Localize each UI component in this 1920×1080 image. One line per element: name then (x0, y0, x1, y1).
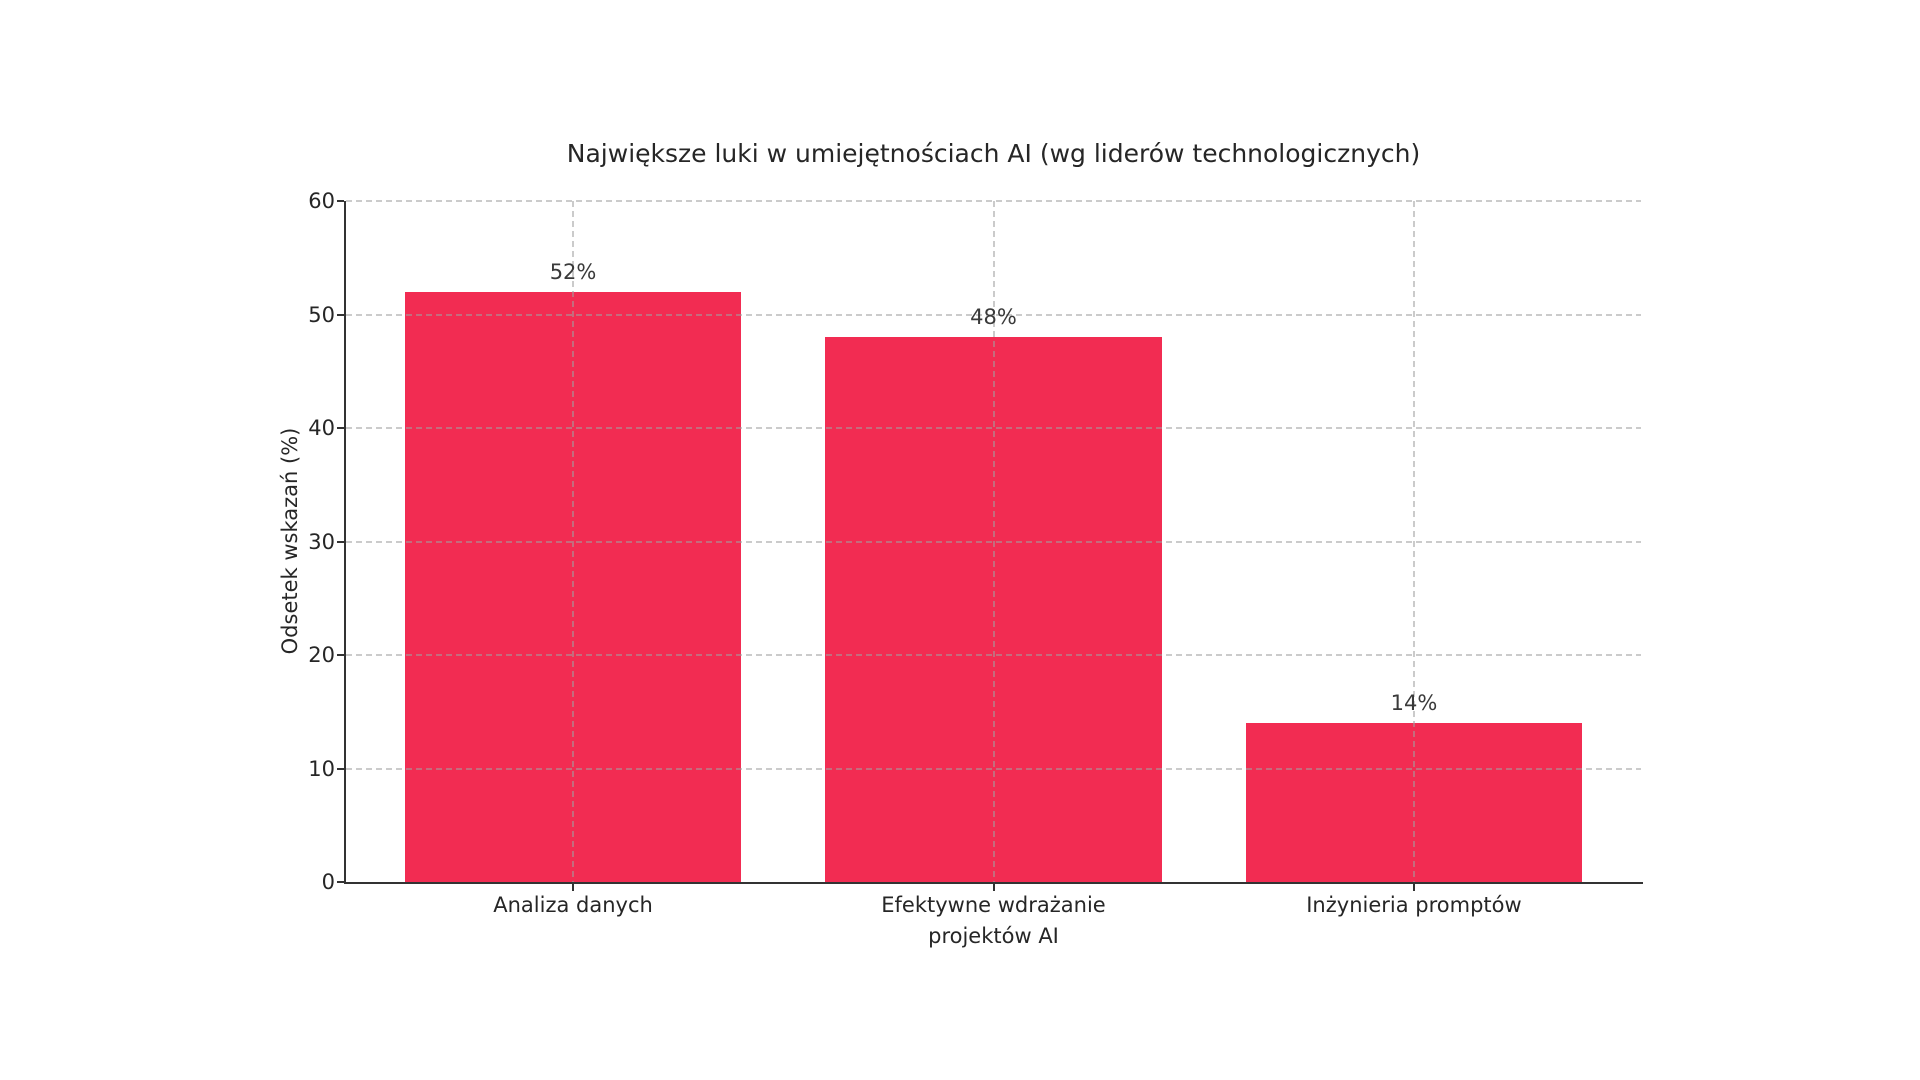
x-tick-label-0: Analiza danych (493, 893, 653, 917)
y-tick-label-40: 40 (308, 416, 335, 440)
x-tick-label-1: Efektywne wdrażanie projektów AI (881, 893, 1106, 948)
y-axis-spine (344, 201, 346, 884)
ticks-layer: 0 10 20 30 40 50 60 (308, 190, 1641, 893)
bar-value-label-0: 52% (549, 259, 597, 284)
y-tick-mark-50 (337, 313, 344, 316)
y-tick-mark-60 (337, 200, 344, 202)
gridline-x-1 (992, 201, 995, 882)
y-tick-label-50: 50 (308, 302, 335, 327)
bar-value-label-1: 48% (970, 305, 1017, 330)
x-tick-mark-0 (572, 884, 575, 891)
grid-layer (346, 200, 1641, 882)
chart-title: Największe luki w umiejętnościach AI (wg… (566, 139, 1421, 168)
plot-area: 0 10 20 30 40 50 60 52% Analiza danych 48% Efekty… (308, 190, 1643, 948)
x-axis-spine (344, 882, 1643, 884)
y-tick-label-20: 20 (308, 643, 335, 667)
y-tick-label-30: 30 (308, 529, 335, 554)
y-tick-mark-10 (337, 767, 344, 770)
y-tick-mark-30 (337, 540, 344, 543)
gridline-x-0 (572, 201, 575, 882)
y-tick-label-0: 0 (321, 870, 335, 894)
y-axis-label: Odsetek wskazań (%) (278, 427, 302, 655)
labels-layer: 52% Analiza danych 48% Efektywne wdrażanie … (346, 201, 1641, 948)
y-tick-mark-40 (337, 427, 344, 429)
y-tick-mark-20 (337, 654, 344, 656)
y-tick-label-10: 10 (308, 756, 335, 781)
x-tick-mark-2 (1412, 884, 1415, 891)
y-tick-mark-0 (337, 881, 344, 883)
bar-value-label-2: 14% (1390, 691, 1438, 716)
gridline-x-2 (1412, 201, 1415, 882)
x-tick-mark-1 (992, 884, 995, 891)
y-tick-label-60: 60 (308, 189, 335, 213)
x-tick-label-2: Inżynieria promptów (1306, 893, 1522, 917)
